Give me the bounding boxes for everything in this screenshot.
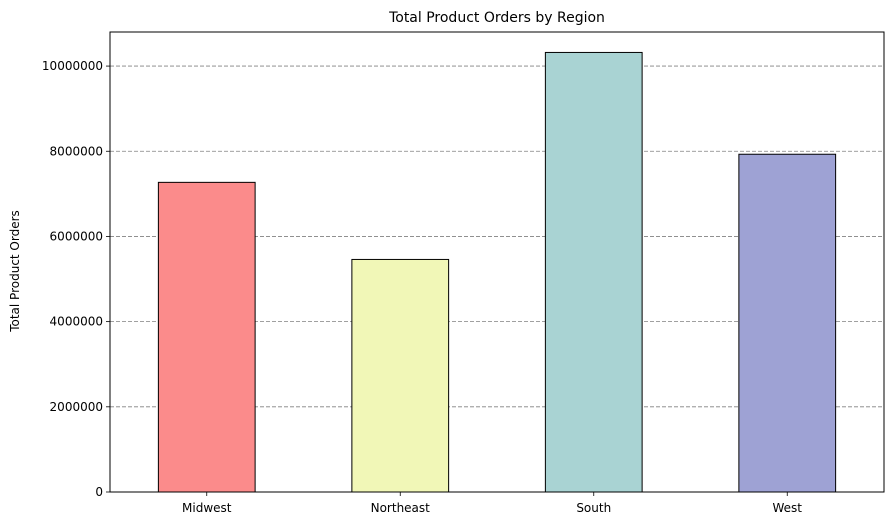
x-tick-label: West — [772, 501, 802, 515]
y-tick-label: 4000000 — [50, 315, 103, 329]
y-tick-label: 2000000 — [50, 400, 103, 414]
y-tick-label: 6000000 — [50, 229, 103, 243]
x-tick-label: Northeast — [371, 501, 431, 515]
bars — [157, 51, 837, 493]
y-axis-ticks: 0 2000000 4000000 6000000 8000000 10000000 — [42, 59, 110, 499]
plot-frame — [109, 31, 885, 493]
x-tick-label: South — [576, 501, 611, 515]
bar-northeast — [351, 258, 450, 493]
bar-midwest — [157, 181, 256, 493]
bar-west — [738, 153, 837, 493]
y-axis-label: Total Product Orders — [8, 210, 22, 333]
x-tick-label: Midwest — [182, 501, 232, 515]
x-axis-ticks: Midwest Northeast South West — [182, 492, 802, 515]
chart-title: Total Product Orders by Region — [388, 10, 605, 26]
bar-south — [544, 51, 643, 493]
y-tick-label: 10000000 — [42, 59, 103, 73]
axes — [109, 31, 885, 493]
y-tick-label: 0 — [95, 485, 103, 499]
y-tick-label: 8000000 — [50, 144, 103, 158]
